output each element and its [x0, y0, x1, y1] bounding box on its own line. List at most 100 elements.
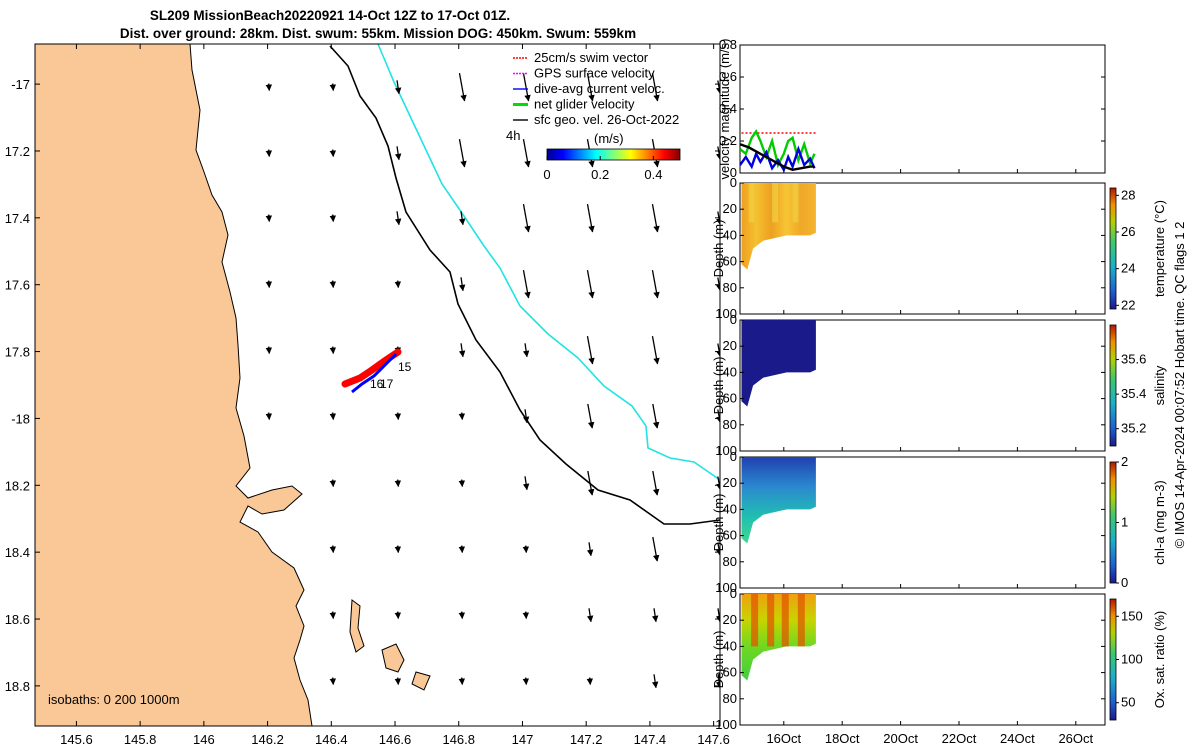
geostrophic-vector-arrow: [265, 83, 273, 92]
colorbar-tick-label: 24: [1121, 261, 1135, 276]
colorbar-tick-label: 150: [1121, 608, 1143, 623]
geostrophic-vector-arrow: [329, 280, 337, 289]
geostrophic-vector-arrow: [458, 412, 466, 421]
profile-frame: [739, 182, 1106, 315]
colorbar-tick-label: 35.6: [1121, 352, 1146, 367]
geostrophic-vector-arrow: [587, 403, 595, 429]
depth-tick-label: 100: [715, 306, 737, 321]
legend-entry: sfc geo. vel. 26-Oct-2022: [534, 112, 679, 127]
geostrophic-vector-arrow: [394, 545, 402, 554]
land-polygon: [35, 44, 313, 726]
scale-label: 4h: [506, 128, 520, 143]
map-y-tick-label: 18.4: [5, 545, 30, 560]
map-x-tick-label: 147.4: [634, 732, 667, 747]
colorbar-tick-label: 26: [1121, 224, 1135, 239]
map-y-tick-label: 17.8: [5, 345, 30, 360]
colorbar-label: salinity: [1152, 365, 1167, 405]
colorbar-tick-label: 35.4: [1121, 386, 1146, 401]
map-y-tick-label: 18.2: [5, 478, 30, 493]
profile-colorbar: [1109, 461, 1117, 584]
velocity-y-tick-label: 0.4: [719, 101, 737, 116]
geostrophic-vector-arrow: [586, 269, 595, 299]
geostrophic-vector-arrow: [458, 277, 466, 292]
depth-ylabel: Depth (m): [711, 631, 726, 689]
velocity-y-tick-label: 0: [730, 165, 737, 180]
profile-panel: 0 20 40 60 80 100 Depth (m) 0 1 2 chl-a (mg m-3): [711, 449, 1167, 595]
velocity-y-tick-label: 0.2: [719, 133, 737, 148]
depth-tick-label: 20: [723, 612, 737, 627]
geostrophic-vector-arrow: [329, 545, 337, 554]
geostrophic-vector-arrow: [522, 269, 531, 299]
oxygen-band: [797, 594, 805, 647]
geostrophic-vector-arrow: [586, 677, 594, 686]
velocity-series-line: [740, 128, 816, 169]
velocity-y-tick-label: 0.6: [719, 69, 737, 84]
geostrophic-vector-arrow: [586, 608, 594, 623]
map-frame: [34, 43, 721, 727]
map-y-tick-label: 17.4: [5, 211, 30, 226]
geostrophic-vector-arrow: [586, 72, 595, 102]
profile-colorbar: [1109, 598, 1117, 721]
depth-tick-label: 60: [723, 254, 737, 269]
depth-tick-label: 40: [723, 227, 737, 242]
geostrophic-vector-arrow: [587, 470, 595, 496]
colorbar-tick-label: 0.2: [591, 167, 609, 182]
geostrophic-vector-arrow: [265, 346, 273, 355]
geostrophic-vector-arrow: [651, 335, 660, 365]
geostrophic-vector-arrow: [522, 545, 530, 554]
temperature-band: [792, 183, 799, 223]
colorbar-label: Ox. sat. ratio (%): [1152, 611, 1167, 709]
depth-tick-label: 80: [723, 417, 737, 432]
chart-subtitle: Dist. over ground: 28km. Dist. swum: 55k…: [120, 26, 636, 41]
isobath-200-line: [329, 45, 720, 525]
depth-tick-label: 80: [723, 554, 737, 569]
geostrophic-vector-arrow: [586, 335, 595, 365]
geostrophic-vector-arrow: [522, 72, 531, 102]
legend-entry: 25cm/s swim vector: [534, 50, 649, 65]
depth-tick-label: 0: [730, 586, 737, 601]
geostrophic-vector-arrow: [329, 346, 337, 355]
profile-data-area: [741, 320, 816, 407]
isobath-label: isobaths: 0 200 1000m: [48, 692, 180, 707]
colorbar-label: chl-a (mg m-3): [1152, 480, 1167, 565]
geostrophic-vector-arrow: [652, 470, 660, 496]
geostrophic-vector-arrow: [265, 149, 273, 158]
time-tick-label: 26Oct: [1058, 731, 1093, 746]
oxygen-band: [781, 594, 789, 647]
time-tick-label: 16Oct: [766, 731, 801, 746]
geostrophic-vector-arrow: [458, 138, 467, 168]
depth-tick-label: 40: [723, 364, 737, 379]
time-tick-label: 24Oct: [1000, 731, 1035, 746]
legend-entry: GPS surface velocity: [534, 66, 655, 81]
time-tick-label: 22Oct: [942, 731, 977, 746]
geostrophic-vector-arrow: [458, 545, 466, 554]
geostrophic-vector-arrow: [329, 214, 337, 223]
map-x-tick-label: 146.2: [251, 732, 284, 747]
glider-track-blue: [351, 352, 398, 394]
profile-panel: 0 20 40 60 80 100 Depth (m) 22 24 26 28 temperature…: [711, 175, 1167, 321]
map-y-tick-label: -18: [11, 411, 30, 426]
colorbar-tick-label: 1: [1121, 515, 1128, 530]
depth-ylabel: Depth (m): [711, 220, 726, 278]
depth-tick-label: 20: [723, 338, 737, 353]
colorbar-tick-label: 0: [543, 167, 550, 182]
geostrophic-vector-arrow: [394, 412, 402, 421]
colorbar-tick-label: 2: [1121, 454, 1128, 469]
speed-colorbar: [546, 148, 681, 161]
depth-tick-label: 60: [723, 391, 737, 406]
colorbar-label: temperature (°C): [1152, 200, 1167, 297]
profile-data-area: [741, 457, 816, 544]
colorbar-tick-label: 0: [1121, 575, 1128, 590]
colorbar-tick-label: 100: [1121, 652, 1143, 667]
speed-colorbar-ticks: 0 0.2 0.4: [543, 156, 662, 182]
geostrophic-vector-arrow: [522, 611, 530, 620]
depth-tick-label: 100: [715, 580, 737, 595]
chart-title: SL209 MissionBeach20220921 14-Oct 12Z to…: [150, 8, 510, 23]
depth-tick-label: 20: [723, 201, 737, 216]
track-label-15: 15: [398, 360, 412, 374]
profile-data-area: [741, 594, 816, 681]
depth-tick-label: 60: [723, 665, 737, 680]
depth-tick-label: 80: [723, 691, 737, 706]
